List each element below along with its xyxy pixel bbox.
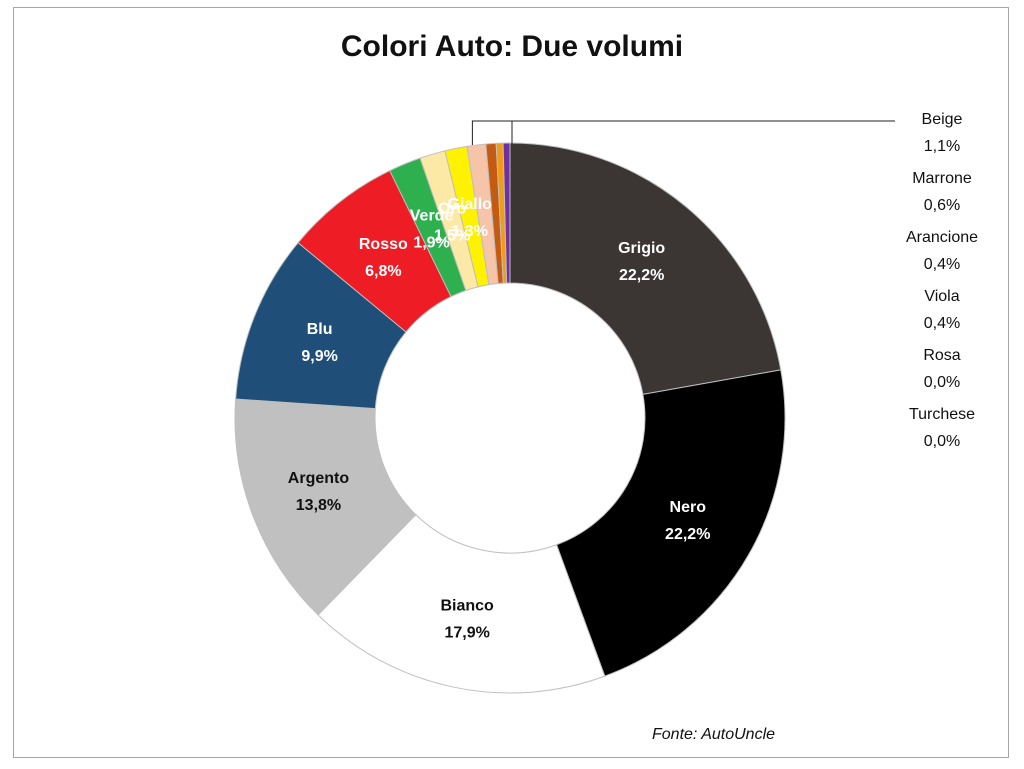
side-value-marrone: 0,6% bbox=[924, 197, 960, 214]
slice-label-blu: Blu bbox=[307, 321, 333, 338]
slice-argento bbox=[234, 398, 417, 616]
leader-lines bbox=[471, 120, 895, 145]
chart-source: Fonte: AutoUncle bbox=[652, 726, 776, 743]
slice-label-giallo: Giallo bbox=[447, 196, 492, 213]
slice-viola bbox=[502, 142, 511, 284]
slice-value-bianco: 17,9% bbox=[444, 624, 489, 641]
slice-label-nero: Nero bbox=[670, 499, 707, 516]
donut-slices bbox=[234, 142, 786, 694]
side-label-turchese: Turchese bbox=[909, 406, 975, 423]
slice-value-verde: 1,9% bbox=[413, 235, 449, 252]
leader-line bbox=[471, 120, 895, 145]
side-label-marrone: Marrone bbox=[912, 170, 972, 187]
side-value-rosa: 0,0% bbox=[924, 374, 960, 391]
side-label-beige: Beige bbox=[922, 111, 963, 128]
slice-value-nero: 22,2% bbox=[665, 526, 710, 543]
slice-label-grigio: Grigio bbox=[618, 240, 665, 257]
slice-label-rosso: Rosso bbox=[359, 236, 408, 253]
side-label-rosa: Rosa bbox=[923, 347, 960, 364]
slice-value-giallo: 1,3% bbox=[451, 223, 487, 240]
slice-grigio bbox=[509, 142, 782, 395]
side-labels: Beige 1,1% Marrone 0,6% Arancione 0,4% Viola 0,… bbox=[906, 111, 978, 450]
slice-label-argento: Argento bbox=[288, 470, 350, 487]
slice-value-blu: 9,9% bbox=[301, 348, 337, 365]
side-value-beige: 1,1% bbox=[924, 138, 960, 155]
slice-label-verde: Verde bbox=[410, 208, 454, 225]
side-value-turchese: 0,0% bbox=[924, 433, 960, 450]
side-value-viola: 0,4% bbox=[924, 315, 960, 332]
slice-value-oro: 1,5% bbox=[434, 227, 470, 244]
chart-title: Colori Auto: Due volumi bbox=[340, 30, 684, 63]
slice-label-bianco: Bianco bbox=[440, 597, 494, 614]
slice-bianco bbox=[317, 513, 606, 694]
slice-nero bbox=[555, 369, 786, 677]
side-label-viola: Viola bbox=[924, 288, 959, 305]
slice-value-grigio: 22,2% bbox=[619, 267, 664, 284]
side-label-arancione: Arancione bbox=[906, 229, 978, 246]
slice-labels: Grigio 22,2% Nero 22,2% Bianco 17,9% Argento 13… bbox=[288, 196, 711, 641]
slice-value-argento: 13,8% bbox=[296, 497, 341, 514]
side-value-arancione: 0,4% bbox=[924, 256, 960, 273]
slice-label-oro: Oro bbox=[438, 200, 467, 217]
slice-value-rosso: 6,8% bbox=[365, 263, 401, 280]
